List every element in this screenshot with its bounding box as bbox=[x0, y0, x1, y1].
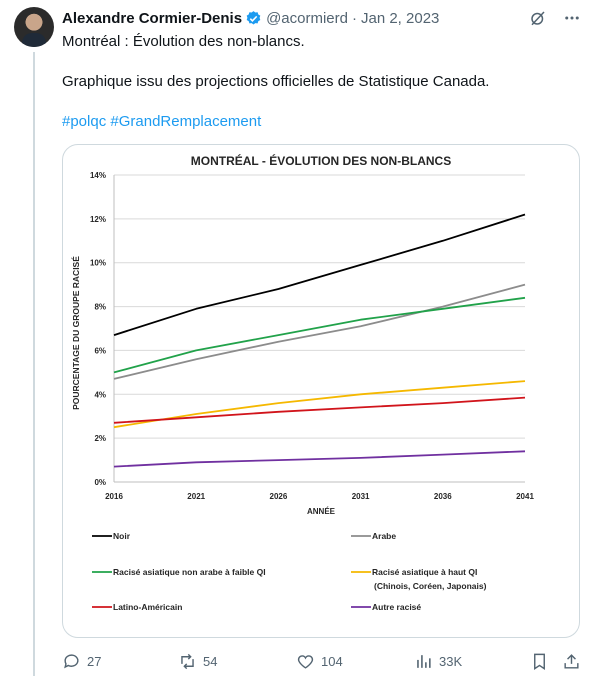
author-handle[interactable]: @acormierd bbox=[266, 9, 348, 27]
chart-series bbox=[113, 213, 526, 468]
like-button[interactable]: 104 bbox=[296, 650, 343, 672]
chart-legend: Noir Arabe Racisé asiatique non arabe à fa… bbox=[92, 531, 487, 612]
tweet-media-chart[interactable]: MONTRÉAL - ÉVOLUTION DES NON-BLANCS 0% 2%… bbox=[62, 144, 580, 638]
views-button[interactable]: 33K bbox=[414, 650, 462, 672]
thread-line bbox=[33, 52, 35, 676]
x-tick-labels: 2016 2021 2026 2031 2036 2041 bbox=[105, 492, 534, 501]
x-tick-label: 2026 bbox=[270, 492, 288, 501]
y-tick-label: 6% bbox=[94, 346, 106, 355]
y-tick-label: 4% bbox=[94, 390, 106, 399]
y-tick-label: 14% bbox=[90, 171, 106, 180]
y-tick-label: 12% bbox=[90, 215, 106, 224]
header-icons bbox=[529, 9, 581, 32]
action-bar: 27 54 104 33K bbox=[62, 650, 582, 672]
heart-icon bbox=[297, 654, 314, 669]
x-tick-label: 2041 bbox=[516, 492, 534, 501]
reply-icon bbox=[64, 653, 79, 668]
y-tick-labels: 0% 2% 4% 6% 8% 10% 12% 14% bbox=[90, 171, 106, 487]
legend-label: Racisé asiatique non arabe à faible QI bbox=[113, 567, 266, 577]
y-tick-label: 10% bbox=[90, 259, 106, 268]
chart: MONTRÉAL - ÉVOLUTION DES NON-BLANCS 0% 2%… bbox=[71, 153, 534, 612]
series-line-2 bbox=[113, 296, 526, 374]
tweet-date[interactable]: Jan 2, 2023 bbox=[360, 9, 440, 27]
avatar[interactable] bbox=[14, 7, 54, 47]
legend-label-line2: (Chinois, Coréen, Japonais) bbox=[374, 581, 487, 591]
legend-label: Autre racisé bbox=[372, 602, 421, 612]
reply-count: 27 bbox=[87, 653, 102, 669]
legend-label: Arabe bbox=[372, 531, 396, 541]
series-line-5 bbox=[113, 450, 526, 468]
share-button[interactable] bbox=[562, 650, 581, 672]
chart-grid bbox=[113, 174, 525, 483]
like-count: 104 bbox=[321, 653, 343, 669]
more-options-icon[interactable] bbox=[563, 9, 581, 32]
separator-dot: · bbox=[351, 9, 357, 27]
author-name[interactable]: Alexandre Cormier-Denis bbox=[62, 9, 243, 27]
hashtag-grandremplacement[interactable]: #GrandRemplacement bbox=[110, 113, 262, 130]
hashtag-polqc[interactable]: #polqc bbox=[62, 113, 107, 130]
repost-button[interactable]: 54 bbox=[178, 650, 217, 672]
series-line-0 bbox=[113, 213, 526, 336]
legend-label: Noir bbox=[113, 531, 131, 541]
chart-title: MONTRÉAL - ÉVOLUTION DES NON-BLANCS bbox=[191, 153, 451, 168]
x-tick-label: 2021 bbox=[187, 492, 205, 501]
y-tick-label: 2% bbox=[94, 434, 106, 443]
x-tick-label: 2031 bbox=[352, 492, 370, 501]
x-axis-label: ANNÉE bbox=[307, 507, 336, 516]
bookmark-button[interactable] bbox=[530, 650, 549, 672]
y-tick-label: 0% bbox=[94, 478, 106, 487]
view-count: 33K bbox=[439, 653, 463, 669]
repost-count: 54 bbox=[203, 653, 218, 669]
tweet-text-line1: Montréal : Évolution des non-blancs. bbox=[62, 33, 305, 50]
x-tick-label: 2036 bbox=[434, 492, 452, 501]
series-line-4 bbox=[113, 396, 526, 424]
y-axis-label: POURCENTAGE DU GROUPE RACISÉ bbox=[71, 256, 81, 410]
legend-label: Latino-Américain bbox=[113, 602, 182, 612]
analytics-icon bbox=[417, 654, 431, 668]
y-tick-label: 8% bbox=[94, 303, 106, 312]
legend-label: Racisé asiatique à haut QI bbox=[372, 567, 477, 577]
reply-button[interactable]: 27 bbox=[62, 650, 101, 672]
verified-badge-icon bbox=[246, 10, 261, 25]
hashtags: #polqc #GrandRemplacement bbox=[62, 112, 261, 132]
x-tick-label: 2016 bbox=[105, 492, 123, 501]
series-line-3 bbox=[113, 380, 526, 429]
share-icon bbox=[564, 653, 579, 669]
grok-icon[interactable] bbox=[529, 9, 547, 32]
repost-icon bbox=[181, 653, 194, 669]
tweet-header: Alexandre Cormier-Denis @acormierd · Jan… bbox=[62, 8, 439, 28]
tweet-text-line2: Graphique issu des projections officiell… bbox=[62, 73, 490, 90]
bookmark-icon bbox=[534, 653, 545, 670]
series-line-1 bbox=[113, 283, 526, 380]
